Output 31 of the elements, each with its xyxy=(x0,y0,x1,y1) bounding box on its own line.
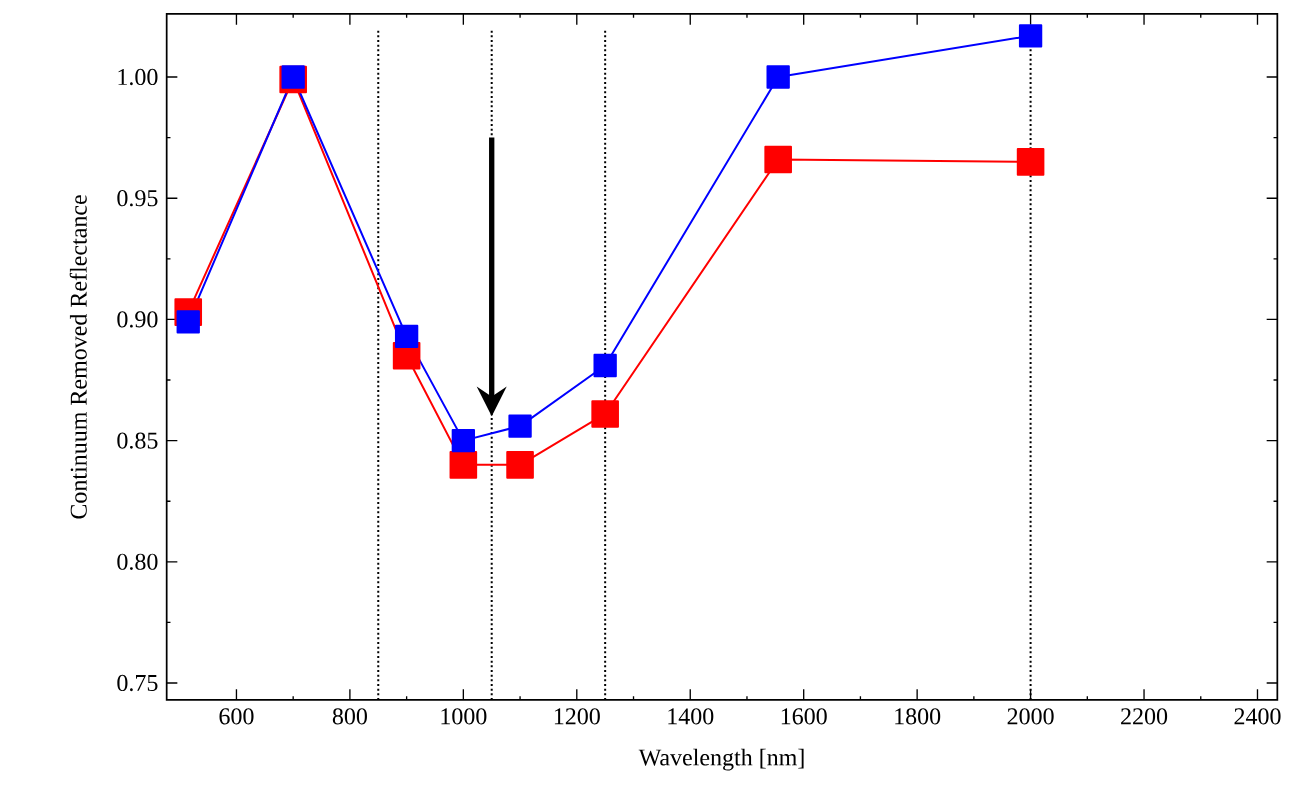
x-tick-label: 2200 xyxy=(1121,708,1168,725)
y-tick-label: 0.80 xyxy=(117,553,158,570)
y-axis-title: Continuum Removed Reflectance xyxy=(69,195,87,519)
x-tick-label: 1000 xyxy=(441,708,487,725)
y-tick-label: 0.95 xyxy=(117,190,158,207)
point xyxy=(508,414,532,438)
point xyxy=(766,65,790,89)
y-tick-label: 0.90 xyxy=(117,311,158,328)
point xyxy=(394,324,419,349)
x-tick-label: 2400 xyxy=(1234,708,1281,725)
x-tick-label: 600 xyxy=(219,708,254,725)
y-tick-label: 0.85 xyxy=(117,432,158,449)
x-tick-label: 2000 xyxy=(1007,708,1054,725)
point xyxy=(176,310,200,334)
x-tick-label: 1200 xyxy=(554,708,600,725)
x-tick-label: 1400 xyxy=(668,708,714,725)
y-tick-label: 0.75 xyxy=(117,674,158,692)
point xyxy=(593,353,617,378)
x-axis-title: Wavelength [nm] xyxy=(638,748,804,771)
point xyxy=(281,65,305,89)
point xyxy=(1016,148,1045,176)
point xyxy=(1018,24,1043,48)
x-tick-label: 1600 xyxy=(781,708,827,725)
x-tick-label: 1800 xyxy=(895,708,941,725)
point xyxy=(449,451,478,479)
point xyxy=(506,451,534,479)
point xyxy=(764,145,792,174)
x-tick-label: 800 xyxy=(332,708,367,725)
y-tick-label: 1.00 xyxy=(118,68,158,86)
point xyxy=(451,428,476,453)
point xyxy=(591,400,619,428)
